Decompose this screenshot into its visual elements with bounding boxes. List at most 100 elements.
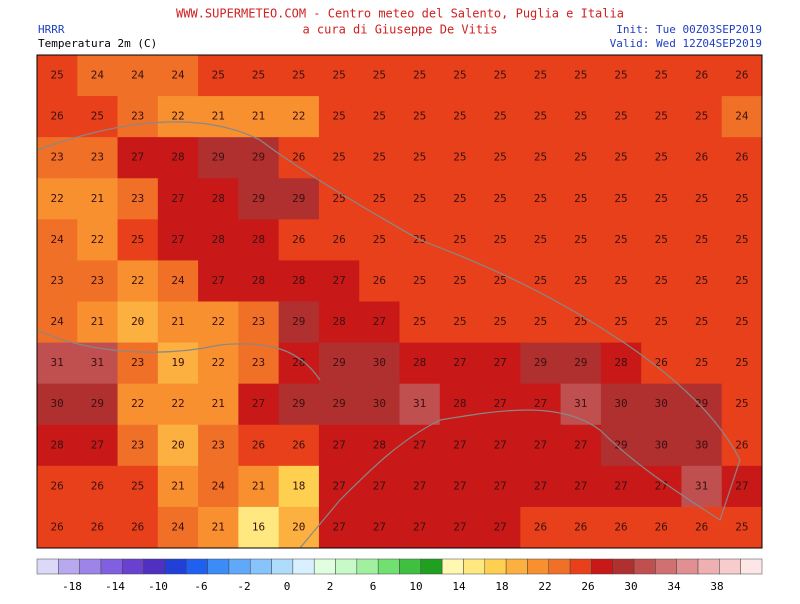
colorbar-label: -2 <box>237 580 250 593</box>
temperature-label: 25 <box>735 233 748 246</box>
temperature-label: 27 <box>131 151 144 164</box>
temperature-label: 25 <box>695 110 708 123</box>
temperature-cell <box>480 96 521 138</box>
temperature-label: 25 <box>332 151 345 164</box>
temperature-cell <box>117 506 159 549</box>
colorbar: -18 -14 -10 -6 -2 0 2 6 10 14 18 22 26 30 34 38 <box>36 558 763 593</box>
temperature-cell <box>560 342 602 385</box>
temperature-cell <box>318 219 360 261</box>
temperature-label: 25 <box>494 315 507 328</box>
temperature-cell <box>278 342 320 385</box>
temperature-label: 24 <box>735 110 749 123</box>
temperature-label: 22 <box>51 192 64 205</box>
temperature-cell <box>480 342 521 385</box>
color-box <box>79 558 102 575</box>
temperature-label: 28 <box>212 233 225 246</box>
temperature-label: 29 <box>332 397 345 410</box>
temperature-label: 27 <box>332 438 345 451</box>
temperature-label: 25 <box>413 69 426 82</box>
temperature-cell <box>721 219 763 261</box>
temperature-cell <box>77 506 119 549</box>
temperature-label: 25 <box>373 151 386 164</box>
temperature-label: 25 <box>453 69 466 82</box>
temperature-cell <box>157 260 199 302</box>
temperature-cell <box>318 342 360 385</box>
temperature-cell <box>399 301 441 344</box>
temperature-cell <box>520 465 562 508</box>
temperature-label: 21 <box>212 520 225 533</box>
temperature-cell <box>721 465 763 508</box>
temperature-label: 27 <box>735 479 748 492</box>
temperature-label: 24 <box>171 69 185 82</box>
temperature-cell <box>318 506 360 549</box>
temperature-cell <box>198 301 239 344</box>
temperature-label: 26 <box>695 520 708 533</box>
temperature-label: 27 <box>332 520 345 533</box>
temperature-label: 27 <box>494 520 507 533</box>
temperature-label: 24 <box>131 69 145 82</box>
temperature-label: 25 <box>574 315 587 328</box>
temperature-cell <box>681 506 723 549</box>
temperature-cell <box>439 260 481 302</box>
temperature-label: 27 <box>534 479 547 492</box>
temperature-label: 25 <box>332 192 345 205</box>
temperature-label: 25 <box>131 479 144 492</box>
temperature-cell <box>359 424 400 467</box>
color-box <box>122 558 144 575</box>
colorbar-label: -18 <box>62 580 82 593</box>
temperature-cell <box>439 342 481 385</box>
temperature-label: 25 <box>655 151 668 164</box>
temperature-cell <box>681 383 723 426</box>
temperature-label: 27 <box>453 520 466 533</box>
temperature-cell <box>278 260 320 302</box>
temperature-label: 27 <box>534 438 547 451</box>
temperature-label: 25 <box>453 233 466 246</box>
temperature-label: 25 <box>735 356 748 369</box>
temperature-label: 25 <box>735 520 748 533</box>
temperature-label: 26 <box>131 520 144 533</box>
temperature-label: 22 <box>131 274 144 287</box>
temperature-label: 25 <box>252 69 265 82</box>
temperature-label: 26 <box>51 479 64 492</box>
temperature-label: 20 <box>131 315 144 328</box>
temperature-label: 16 <box>252 520 265 533</box>
temperature-cell <box>359 465 400 508</box>
temperature-cell <box>117 383 159 426</box>
temperature-label: 21 <box>171 315 184 328</box>
temperature-label: 27 <box>453 479 466 492</box>
temperature-label: 25 <box>534 151 547 164</box>
temperature-cell <box>117 137 159 179</box>
colorbar-label: 0 <box>284 580 291 593</box>
temperature-cell <box>480 424 521 467</box>
color-box <box>356 558 379 575</box>
temperature-cell <box>480 465 521 508</box>
temperature-cell <box>198 219 239 261</box>
temperature-cell <box>480 383 521 426</box>
temperature-cell <box>681 301 723 344</box>
temperature-cell <box>480 55 521 97</box>
temperature-label: 24 <box>171 274 185 287</box>
temperature-label: 28 <box>51 438 64 451</box>
temperature-cell <box>278 219 320 261</box>
temperature-cell <box>37 383 78 426</box>
temperature-cell <box>198 260 239 302</box>
temperature-label: 27 <box>413 520 426 533</box>
temperature-cell <box>399 55 441 97</box>
temperature-label: 23 <box>91 151 104 164</box>
temperature-cell <box>198 342 239 385</box>
temperature-label: 25 <box>574 274 587 287</box>
temperature-cell <box>37 424 78 467</box>
temperature-label: 25 <box>453 110 466 123</box>
temperature-label: 25 <box>413 274 426 287</box>
temperature-label: 25 <box>534 274 547 287</box>
temperature-label: 22 <box>171 110 184 123</box>
temperature-cell <box>238 260 280 302</box>
temperature-cell <box>157 383 199 426</box>
color-box <box>719 558 741 575</box>
color-box <box>143 558 166 575</box>
temperature-label: 25 <box>534 233 547 246</box>
temperature-cell <box>157 96 199 138</box>
temperature-label: 26 <box>735 69 748 82</box>
temperature-cell <box>117 219 159 261</box>
